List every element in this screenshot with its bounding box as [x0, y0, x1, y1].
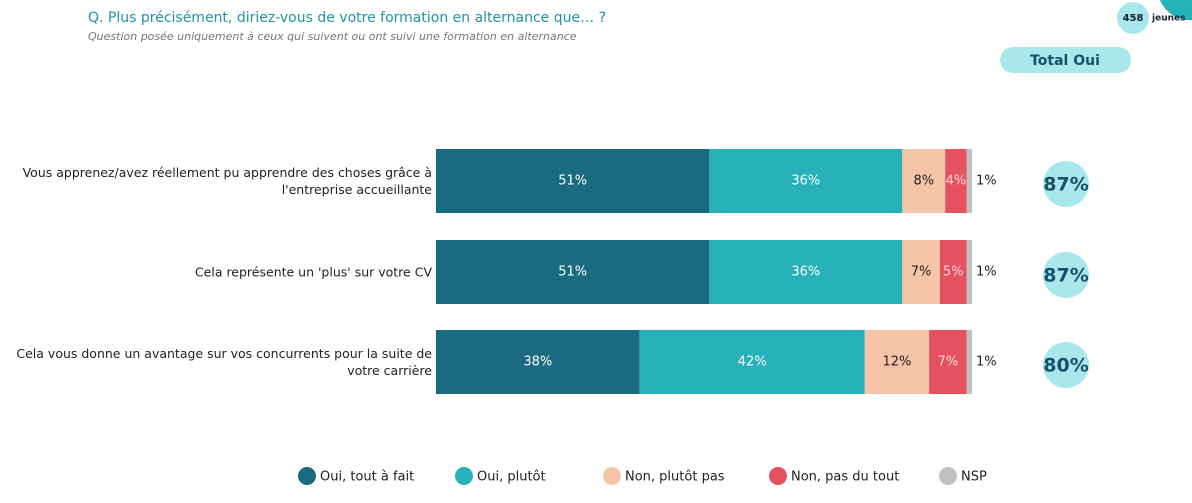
sample-badge — [1117, 2, 1149, 34]
totals-title: Total Oui — [1030, 53, 1100, 69]
total-circle — [1043, 252, 1089, 298]
value-label: 4% — [946, 174, 967, 189]
chart-subtitle: Question posée uniquement à ceux qui sui… — [88, 30, 577, 43]
legend-label: Oui, plutôt — [477, 470, 546, 485]
value-label: 1% — [976, 174, 997, 189]
bar-segment — [945, 149, 967, 213]
legend-swatch — [769, 467, 787, 485]
legend-label: Oui, tout à fait — [320, 470, 414, 485]
sample-label: jeunes — [1151, 14, 1185, 24]
bar-segment — [902, 240, 940, 304]
value-label: 51% — [558, 265, 587, 280]
bar-segment — [639, 330, 865, 394]
bar-segment — [436, 149, 710, 213]
bar-segment — [966, 330, 972, 394]
category-label: Cela représente un 'plus' sur votre CV — [194, 264, 432, 280]
bar-segment — [436, 240, 710, 304]
sample-count: 458 — [1123, 13, 1144, 24]
bar-segment — [939, 240, 967, 304]
legend-swatch — [939, 467, 957, 485]
legend-label: NSP — [961, 470, 987, 485]
total-circle — [1043, 161, 1089, 207]
total-circle — [1043, 342, 1089, 388]
legend-swatch — [455, 467, 473, 485]
bar-segment — [966, 149, 972, 213]
value-label: 7% — [938, 355, 959, 370]
value-label: 36% — [791, 265, 820, 280]
total-label: 87% — [1043, 174, 1088, 196]
bar-segment — [864, 330, 930, 394]
category-label: Vous apprenez/avez réellement pu apprend… — [22, 165, 432, 197]
legend-swatch — [298, 467, 316, 485]
value-label: 12% — [883, 355, 912, 370]
value-label: 42% — [738, 355, 767, 370]
bar-segment — [966, 240, 972, 304]
bar-segment — [709, 240, 903, 304]
value-label: 38% — [523, 355, 552, 370]
bar-segment — [709, 149, 903, 213]
total-label: 80% — [1043, 355, 1088, 377]
legend-swatch — [603, 467, 621, 485]
bar-segment — [929, 330, 967, 394]
legend-label: Non, pas du tout — [791, 470, 899, 485]
category-label: Cela vous donne un avantage sur vos conc… — [16, 346, 432, 378]
value-label: 51% — [558, 174, 587, 189]
value-label: 7% — [911, 265, 932, 280]
bar-segment — [436, 330, 640, 394]
legend-label: Non, plutôt pas — [625, 470, 725, 485]
value-label: 8% — [913, 174, 934, 189]
bar-segment — [902, 149, 946, 213]
decoration — [1160, 0, 1192, 21]
value-label: 1% — [976, 355, 997, 370]
totals-header — [1000, 47, 1131, 73]
value-label: 1% — [976, 265, 997, 280]
value-label: 36% — [791, 174, 820, 189]
value-label: 5% — [943, 265, 964, 280]
total-label: 87% — [1043, 265, 1088, 287]
chart-title: Q. Plus précisément, diriez-vous de votr… — [88, 10, 606, 26]
